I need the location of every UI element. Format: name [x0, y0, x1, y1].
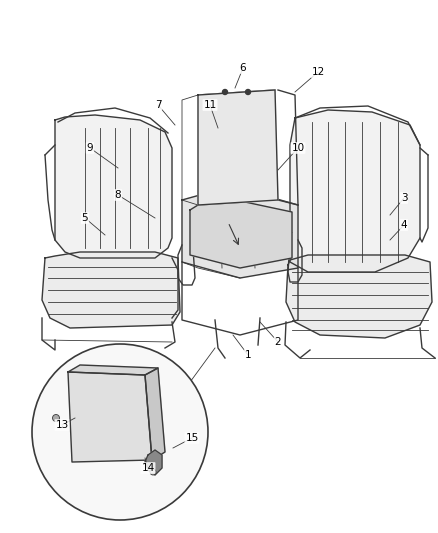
- Polygon shape: [145, 450, 162, 475]
- Circle shape: [32, 344, 208, 520]
- Text: 13: 13: [55, 420, 69, 430]
- Polygon shape: [55, 115, 172, 258]
- Text: 14: 14: [141, 463, 155, 473]
- Circle shape: [150, 469, 156, 475]
- Polygon shape: [68, 372, 152, 462]
- Polygon shape: [182, 192, 298, 278]
- Polygon shape: [68, 365, 158, 375]
- Circle shape: [246, 90, 251, 94]
- Text: 1: 1: [245, 350, 251, 360]
- Text: 7: 7: [155, 100, 161, 110]
- Polygon shape: [286, 255, 432, 338]
- Text: 9: 9: [87, 143, 93, 153]
- Circle shape: [223, 90, 227, 94]
- Text: 10: 10: [291, 143, 304, 153]
- Polygon shape: [190, 202, 292, 268]
- Polygon shape: [42, 252, 180, 328]
- Text: 11: 11: [203, 100, 217, 110]
- Text: 2: 2: [275, 337, 281, 347]
- Text: 6: 6: [240, 63, 246, 73]
- Polygon shape: [198, 90, 278, 205]
- Text: 3: 3: [401, 193, 407, 203]
- Polygon shape: [145, 368, 165, 460]
- Text: 8: 8: [115, 190, 121, 200]
- Text: 15: 15: [185, 433, 198, 443]
- Text: 12: 12: [311, 67, 325, 77]
- Text: 4: 4: [401, 220, 407, 230]
- Circle shape: [53, 415, 60, 422]
- Text: 5: 5: [82, 213, 88, 223]
- Polygon shape: [290, 110, 420, 272]
